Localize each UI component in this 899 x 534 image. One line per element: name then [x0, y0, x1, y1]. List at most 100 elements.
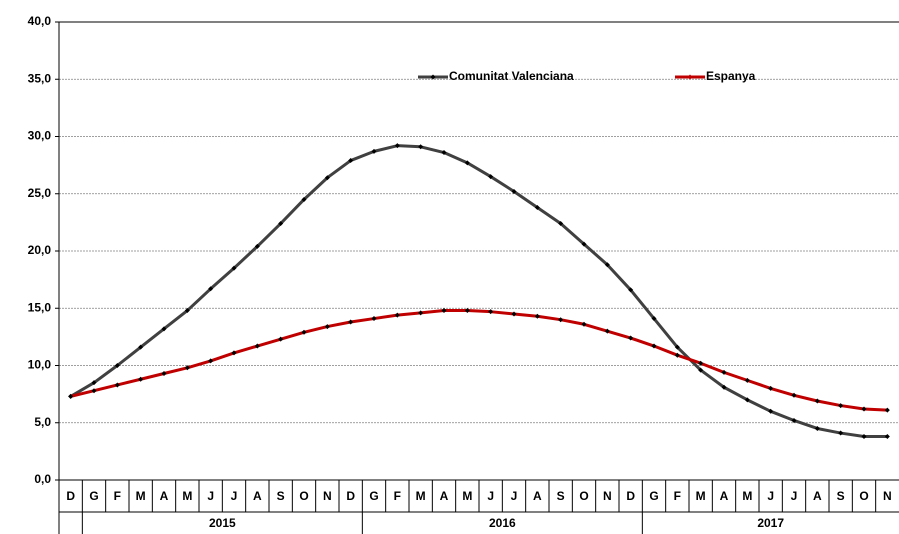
- y-tick-label: 30,0: [28, 129, 52, 143]
- x-tick-label: N: [603, 489, 612, 503]
- point-marker: [371, 316, 377, 322]
- point-marker: [488, 309, 494, 315]
- point-marker: [628, 287, 634, 293]
- point-marker: [278, 221, 284, 227]
- x-tick-label: S: [837, 489, 845, 503]
- point-marker: [278, 336, 284, 342]
- point-marker: [861, 406, 867, 412]
- point-marker: [161, 326, 167, 332]
- x-tick-label: O: [579, 489, 588, 503]
- x-tick-label: M: [696, 489, 706, 503]
- point-marker: [698, 360, 704, 366]
- year-label: 2015: [209, 516, 236, 530]
- legend-marker: [430, 74, 436, 80]
- point-marker: [744, 377, 750, 383]
- point-marker: [651, 316, 657, 322]
- point-marker: [418, 144, 424, 150]
- x-tick-label: A: [160, 489, 169, 503]
- point-marker: [184, 365, 190, 371]
- point-marker: [768, 408, 774, 414]
- point-marker: [91, 388, 97, 394]
- point-marker: [534, 313, 540, 319]
- point-marker: [464, 308, 470, 314]
- y-tick-label: 5,0: [34, 415, 51, 429]
- x-tick-label: N: [323, 489, 332, 503]
- point-marker: [884, 433, 890, 439]
- x-tick-label: D: [626, 489, 635, 503]
- point-marker: [394, 312, 400, 318]
- x-tick-label: M: [462, 489, 472, 503]
- point-marker: [884, 407, 890, 413]
- point-marker: [301, 329, 307, 335]
- point-marker: [791, 417, 797, 423]
- x-tick-label: A: [813, 489, 822, 503]
- point-marker: [254, 243, 260, 249]
- year-label: 2016: [489, 516, 516, 530]
- point-marker: [114, 382, 120, 388]
- series-line: [69, 144, 888, 438]
- point-marker: [231, 265, 237, 271]
- point-marker: [161, 371, 167, 377]
- y-tick-label: 15,0: [28, 300, 52, 314]
- x-tick-label: A: [253, 489, 262, 503]
- point-marker: [581, 321, 587, 327]
- series-line: [70, 309, 888, 412]
- x-tick-label: J: [487, 489, 494, 503]
- y-tick-label: 25,0: [28, 186, 52, 200]
- point-marker: [838, 403, 844, 409]
- legend-marker: [687, 74, 693, 80]
- x-tick-label: A: [440, 489, 449, 503]
- point-marker: [674, 344, 680, 350]
- point-marker: [441, 308, 447, 314]
- point-marker: [208, 358, 214, 364]
- point-marker: [698, 367, 704, 373]
- x-tick-label: F: [674, 489, 681, 503]
- x-tick-label: J: [767, 489, 774, 503]
- y-tick-label: 10,0: [28, 358, 52, 372]
- legend-label: Comunitat Valenciana: [449, 69, 574, 83]
- point-marker: [418, 310, 424, 316]
- point-marker: [324, 324, 330, 330]
- point-marker: [301, 196, 307, 202]
- point-marker: [394, 143, 400, 149]
- x-tick-label: D: [346, 489, 355, 503]
- x-tick-label: O: [299, 489, 308, 503]
- point-marker: [628, 335, 634, 341]
- x-tick-label: D: [66, 489, 75, 503]
- point-marker: [581, 241, 587, 247]
- x-tick-label: F: [394, 489, 401, 503]
- point-marker: [814, 398, 820, 404]
- point-marker: [138, 376, 144, 382]
- point-marker: [511, 311, 517, 317]
- x-tick-label: S: [557, 489, 565, 503]
- x-tick-label: J: [207, 489, 214, 503]
- x-tick-label: M: [136, 489, 146, 503]
- x-tick-label: F: [114, 489, 121, 503]
- x-tick-label: J: [231, 489, 238, 503]
- point-marker: [324, 175, 330, 181]
- point-marker: [721, 369, 727, 375]
- x-tick-label: A: [720, 489, 729, 503]
- point-marker: [791, 392, 797, 398]
- point-marker: [488, 174, 494, 180]
- x-tick-label: M: [182, 489, 192, 503]
- year-label: 2017: [757, 516, 784, 530]
- point-marker: [371, 148, 377, 154]
- point-marker: [558, 317, 564, 323]
- point-marker: [114, 363, 120, 368]
- point-marker: [441, 150, 447, 156]
- x-tick-label: G: [89, 489, 98, 503]
- point-marker: [744, 397, 750, 403]
- point-marker: [674, 352, 680, 358]
- x-tick-label: N: [883, 489, 892, 503]
- y-tick-label: 20,0: [28, 243, 52, 257]
- x-tick-label: S: [277, 489, 285, 503]
- point-marker: [651, 343, 657, 349]
- point-marker: [604, 328, 610, 334]
- point-marker: [814, 425, 820, 431]
- point-marker: [348, 319, 354, 325]
- point-marker: [91, 380, 97, 386]
- y-tick-label: 35,0: [28, 71, 52, 85]
- point-marker: [558, 221, 564, 227]
